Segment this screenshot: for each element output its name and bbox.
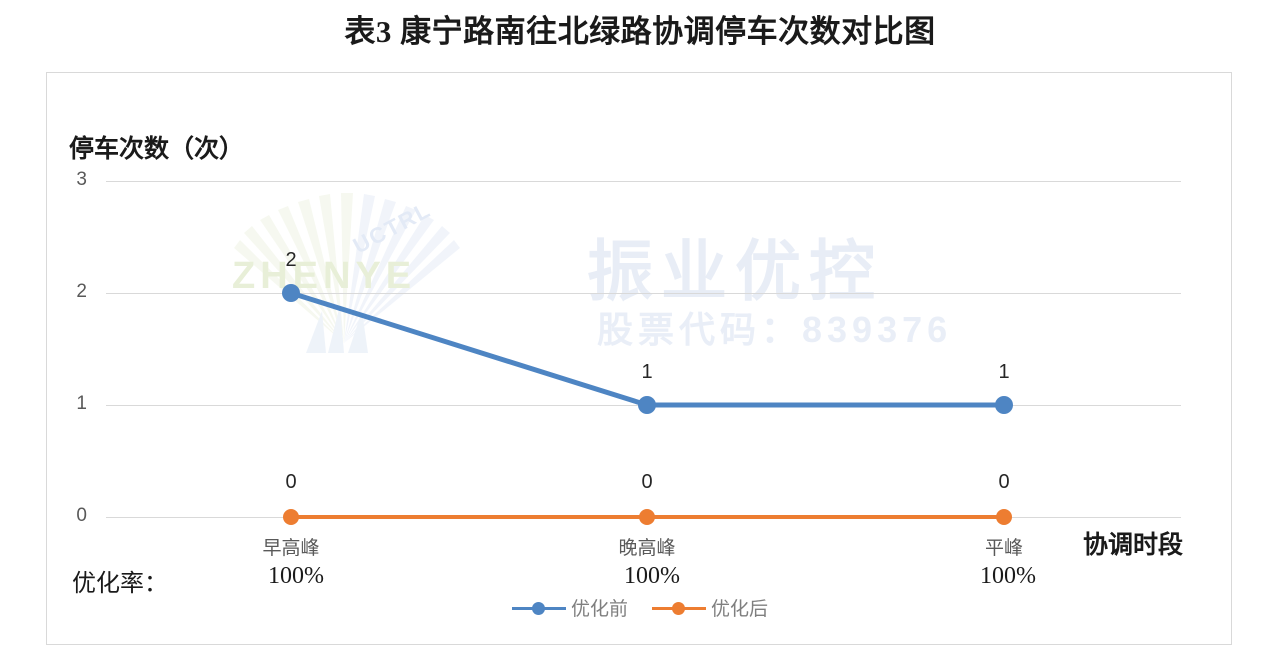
data-point-after-2 [996, 509, 1012, 525]
data-point-after-1 [639, 509, 655, 525]
series-line-before [290, 290, 1004, 408]
legend-swatch-before-icon [511, 601, 566, 615]
ytick-label-1: 1 [76, 393, 87, 414]
legend-item-after[interactable]: 优化后 [652, 594, 768, 621]
data-label-before-1: 1 [641, 361, 653, 383]
y-axis-title: 停车次数（次） [69, 136, 245, 163]
optimization-rate-value-1: 100% [624, 563, 680, 589]
page-title: 表3 康宁路南往北绿路协调停车次数对比图 [344, 14, 936, 49]
xtick-label-0: 早高峰 [262, 538, 320, 559]
xtick-label-1: 晚高峰 [618, 538, 676, 559]
data-label-after-2: 0 [998, 471, 1010, 493]
optimization-rate-label: 优化率： [72, 571, 168, 597]
xtick-label-2: 平峰 [984, 538, 1024, 559]
ytick-label-0: 0 [76, 505, 87, 526]
data-label-before-0: 2 [285, 249, 297, 271]
legend-label-after: 优化后 [711, 599, 769, 620]
x-axis-title: 协调时段 [1083, 532, 1184, 559]
gridline-2 [106, 293, 1181, 294]
data-label-before-2: 1 [998, 361, 1010, 383]
data-label-after-0: 0 [285, 471, 297, 493]
data-point-before-2 [995, 396, 1013, 414]
chart-container: ZHENYE UCTRL 振业优控 股票代码：839376 3 2 1 0 [46, 72, 1232, 645]
data-point-after-0 [283, 509, 299, 525]
data-label-after-1: 0 [641, 471, 653, 493]
legend-swatch-after-icon [652, 601, 706, 615]
data-point-before-1 [638, 396, 656, 414]
ytick-label-2: 2 [76, 281, 87, 302]
optimization-rate-value-2: 100% [980, 563, 1036, 589]
optimization-rate-value-0: 100% [268, 563, 324, 589]
gridline-3 [106, 181, 1181, 182]
ytick-label-3: 3 [76, 169, 87, 190]
data-point-before-0 [282, 284, 300, 302]
plot-area: 3 2 1 0 2 1 1 0 0 0 早高峰 晚高峰 平峰 [47, 73, 1231, 644]
legend-label-before: 优化前 [570, 599, 628, 620]
chart-legend: 优化前 优化后 [47, 594, 1231, 621]
legend-item-before[interactable]: 优化前 [511, 594, 628, 621]
